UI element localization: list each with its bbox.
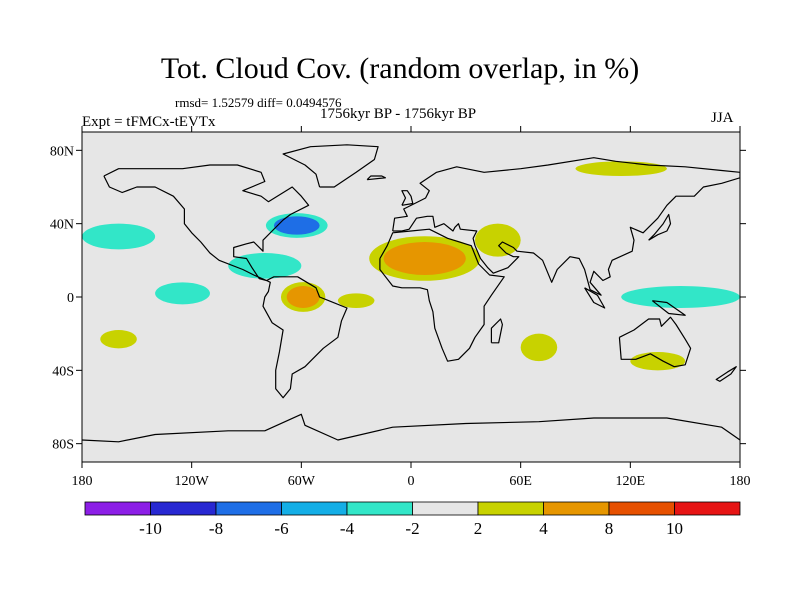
anomaly-region (337, 293, 375, 308)
colorbar-swatch (84, 501, 151, 516)
colorbar-label: 4 (539, 519, 548, 538)
anomaly-layer (82, 161, 740, 371)
y-tick-label: 80N (50, 144, 74, 159)
chart-title: Tot. Cloud Cov. (random overlap, in %) (160, 52, 640, 85)
coastline-layer (82, 144, 740, 443)
anomaly-region (465, 190, 521, 209)
x-tick-label: 180 (730, 474, 751, 489)
season-label: JJA (711, 110, 734, 126)
x-tick-label: 180 (72, 474, 93, 489)
coastline (103, 164, 310, 282)
colorbar-swatch (412, 501, 479, 516)
colorbar-swatch (346, 501, 413, 516)
colorbar-label: 2 (474, 519, 483, 538)
coastline (715, 366, 737, 382)
anomaly-region (474, 223, 521, 257)
colorbar-label: 8 (605, 519, 614, 538)
anomaly-region (383, 242, 466, 275)
colorbar-swatch (674, 501, 741, 516)
coastline (392, 157, 740, 296)
anomaly-region (273, 216, 320, 235)
x-tick-label: 0 (408, 474, 415, 489)
coastline (651, 300, 686, 316)
colorbar-swatch (608, 501, 675, 516)
coastline (618, 316, 692, 368)
x-tick-label: 120W (175, 474, 210, 489)
coastline (262, 276, 348, 399)
coastline (366, 175, 386, 181)
colorbar-label: -2 (405, 519, 419, 538)
colorbar-label: -10 (139, 519, 162, 538)
anomaly-region (520, 333, 558, 362)
x-tick-label: 120E (616, 474, 646, 489)
coastline (379, 228, 505, 362)
anomaly-region (630, 352, 686, 371)
stats-text: rmsd= 1.52579 diff= 0.0494576 (175, 95, 342, 110)
coastline (584, 287, 606, 309)
colorbar-label: 10 (666, 519, 683, 538)
coastline (282, 144, 379, 188)
coastline (82, 413, 740, 443)
colorbar-label: -4 (340, 519, 355, 538)
anomaly-region (82, 223, 156, 250)
anomaly-region (621, 286, 740, 308)
anomaly-region (228, 253, 302, 279)
colorbar: -10 -8 -6 -4 -2 2 4 8 10 (84, 501, 741, 538)
colorbar-label: -8 (209, 519, 223, 538)
anomaly-region (100, 330, 137, 349)
y-tick-label: 40S (52, 364, 74, 379)
coastline (490, 318, 503, 344)
colorbar-swatch (150, 501, 217, 516)
y-tick-label: 0 (67, 291, 74, 306)
coastline (401, 190, 414, 206)
anomaly-region (575, 161, 667, 177)
x-tick-label: 60E (509, 474, 532, 489)
colorbar-swatch (543, 501, 610, 516)
anomaly-region (155, 282, 210, 305)
experiment-label: Expt = tFMCx-tEVTx (82, 114, 216, 130)
colorbar-swatch (477, 501, 544, 516)
y-tick-label: 40N (50, 218, 74, 233)
colorbar-swatch (215, 501, 282, 516)
colorbar-swatch (281, 501, 348, 516)
anomaly-region (286, 286, 320, 308)
x-tick-label: 60W (288, 474, 316, 489)
axis-ticks: 180 120W 60W 0 60E 120E 180 80N 40N 0 40S 80S (50, 126, 751, 489)
y-tick-label: 80S (52, 438, 74, 453)
period-label: 1756kyr BP - 1756kyr BP (320, 106, 477, 122)
colorbar-label: -6 (274, 519, 288, 538)
coastline (648, 213, 672, 241)
